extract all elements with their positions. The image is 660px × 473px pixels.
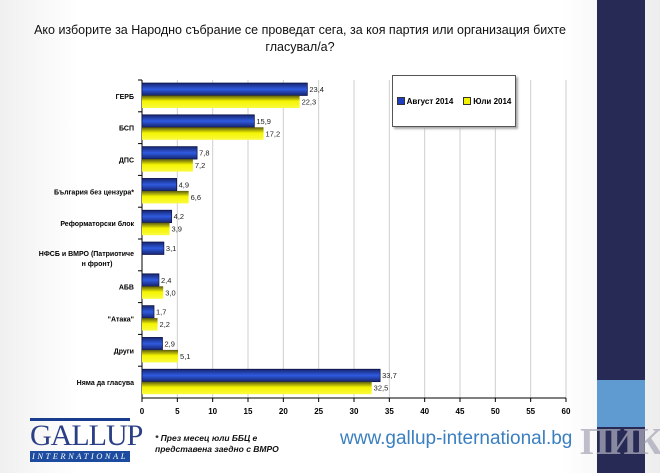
logo-word: GALLUP <box>30 419 143 452</box>
bar-august <box>141 337 163 351</box>
legend-label: Юли 2014 <box>473 96 512 106</box>
category-label: ГЕРБ <box>116 94 134 101</box>
bar-july <box>142 190 189 204</box>
data-label: 17,2 <box>266 129 281 138</box>
data-label: 15,9 <box>256 117 271 126</box>
data-label: 22,3 <box>302 98 317 107</box>
data-label: 4,9 <box>179 180 189 189</box>
bar-august <box>141 178 177 192</box>
bar-august <box>141 82 308 96</box>
side-band-accent <box>597 380 645 427</box>
x-tick-label: 50 <box>491 407 500 416</box>
category-label: НФСБ и ВМРО (Патриотиче <box>39 251 134 258</box>
legend-swatch <box>463 97 472 106</box>
data-label: 1,7 <box>156 308 166 317</box>
x-tick-label: 5 <box>175 407 180 416</box>
bar-july <box>142 286 164 299</box>
category-label: н фронт) <box>82 261 113 268</box>
x-tick-label: 30 <box>350 407 359 416</box>
bar-august <box>141 146 198 160</box>
x-tick-label: 60 <box>562 407 571 416</box>
category-label: Реформаторски блок <box>60 220 134 228</box>
website-link[interactable]: www.gallup-international.bg <box>340 428 573 449</box>
legend: Август 2014 Юли 2014 <box>392 75 516 127</box>
data-label: 2,9 <box>164 339 174 348</box>
footnote: * През месец юли ББЦ е представена заедн… <box>155 433 279 454</box>
category-label: БСП <box>119 126 134 133</box>
bar-july <box>142 349 179 363</box>
data-label: 2,2 <box>160 320 170 329</box>
category-label: "Атака" <box>108 317 134 324</box>
bar-august <box>141 209 173 224</box>
bar-august <box>141 241 165 255</box>
x-tick-label: 15 <box>244 407 253 416</box>
bar-august <box>141 305 155 319</box>
data-label: 33,7 <box>382 371 397 380</box>
bar-august <box>141 273 160 287</box>
bar-july <box>142 222 170 236</box>
bar-july <box>142 127 264 140</box>
category-label: ДПС <box>119 158 134 165</box>
category-label: Няма да гласува <box>77 380 134 387</box>
category-label: АБВ <box>119 285 134 292</box>
data-label: 3,9 <box>172 225 182 234</box>
data-label: 2,4 <box>161 276 171 285</box>
x-tick-label: 10 <box>208 407 217 416</box>
x-tick-label: 35 <box>385 407 394 416</box>
bar-july <box>142 159 193 172</box>
legend-label: Август 2014 <box>406 96 454 106</box>
category-label: Други <box>114 348 134 355</box>
x-tick-label: 45 <box>456 407 465 416</box>
data-label: 4,2 <box>174 212 184 221</box>
bar-july <box>142 381 372 395</box>
bar-july <box>142 95 300 108</box>
legend-swatch <box>396 97 405 106</box>
x-tick-label: 25 <box>314 407 323 416</box>
x-tick-label: 55 <box>526 407 535 416</box>
data-label: 6,6 <box>191 193 201 202</box>
data-label: 5,1 <box>180 352 190 361</box>
x-tick-label: 0 <box>140 407 145 416</box>
data-label: 3,0 <box>165 288 175 297</box>
legend-item-1: Юли 2014 <box>463 97 511 106</box>
gallup-logo: GALLUP INTERNATIONAL <box>30 418 143 462</box>
watermark: ПИК <box>580 421 660 463</box>
x-tick-label: 40 <box>420 407 429 416</box>
bar-july <box>142 318 158 331</box>
chart-title: Ако изборите за Народно събрание се пров… <box>34 23 566 54</box>
bar-august <box>141 368 381 383</box>
x-tick-label: 20 <box>279 407 288 416</box>
data-label: 7,8 <box>199 149 209 158</box>
data-label: 7,2 <box>195 161 205 170</box>
category-label: България без цензура* <box>54 188 134 196</box>
bar-august <box>141 114 255 128</box>
data-label: 3,1 <box>166 244 176 253</box>
data-label: 23,4 <box>309 85 324 94</box>
data-label: 32,5 <box>374 384 389 393</box>
legend-item-0: Август 2014 <box>396 96 454 106</box>
logo-sub: INTERNATIONAL <box>30 451 130 462</box>
